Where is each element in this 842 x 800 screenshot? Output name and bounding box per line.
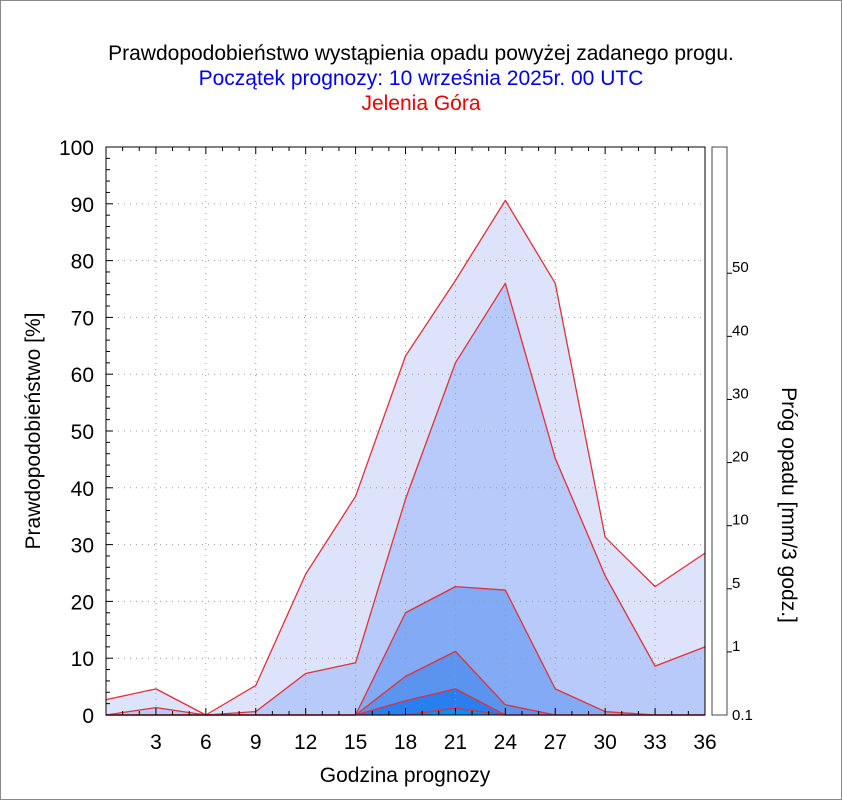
forecast-start-subtitle: Początek prognozy: 10 września 2025r. 00…: [198, 67, 644, 90]
colorbar-label: Próg opadu [mm/3 godz.]: [777, 387, 800, 623]
y-tick-label-50: 50: [71, 421, 94, 444]
y-tick-label-60: 60: [71, 364, 94, 387]
y-tick-label-30: 30: [71, 535, 94, 558]
colorbar-label-4: 20: [732, 449, 749, 466]
y-axis-label: Prawdopodobieństwo [%]: [22, 313, 45, 550]
area-layers: [106, 200, 705, 715]
colorbar-border: [711, 146, 728, 716]
x-tick-label-6: 6: [200, 731, 212, 754]
x-tick-label-30: 30: [593, 731, 616, 754]
x-tick-label-27: 27: [544, 731, 567, 754]
chart-title: Prawdopodobieństwo wystąpienia opadu pow…: [108, 42, 734, 65]
location-subtitle: Jelenia Góra: [361, 92, 481, 115]
area-series-4: [106, 688, 705, 715]
colorbar-label-6: 40: [732, 322, 749, 339]
x-tick-label-18: 18: [394, 731, 417, 754]
x-tick-label-3: 3: [150, 731, 162, 754]
colorbar-label-3: 10: [732, 512, 749, 529]
colorbar-label-1: 1: [732, 638, 740, 655]
colorbar: 0.1 1 5 10 20 30 40 50: [711, 146, 753, 724]
colorbar-label-7: 50: [732, 259, 749, 276]
y-tick-label-0: 0: [82, 705, 94, 728]
area-series-2: [106, 586, 705, 715]
x-tick-label-15: 15: [344, 731, 367, 754]
y-tick-label-90: 90: [71, 194, 94, 217]
y-tick-label-80: 80: [71, 251, 94, 274]
axes: 3 6 9 12 15 18 21 24 27 30 33 360102030405060708090…: [59, 137, 717, 754]
colorbar-label-5: 30: [732, 385, 749, 402]
colorbar-label-0: 0.1: [732, 707, 753, 724]
x-tick-label-21: 21: [444, 731, 467, 754]
area-series-3: [106, 651, 705, 715]
x-tick-label-36: 36: [693, 731, 716, 754]
x-tick-label-12: 12: [294, 731, 317, 754]
colorbar-label-2: 5: [732, 575, 740, 592]
x-tick-label-33: 33: [643, 731, 666, 754]
x-tick-label-24: 24: [494, 731, 518, 754]
x-tick-label-9: 9: [250, 731, 262, 754]
y-tick-label-40: 40: [71, 478, 94, 501]
y-tick-label-20: 20: [71, 591, 94, 614]
y-tick-label-70: 70: [71, 307, 94, 330]
y-tick-label-100: 100: [59, 137, 94, 160]
x-axis-label: Godzina prognozy: [320, 764, 491, 787]
y-tick-label-10: 10: [71, 648, 94, 671]
